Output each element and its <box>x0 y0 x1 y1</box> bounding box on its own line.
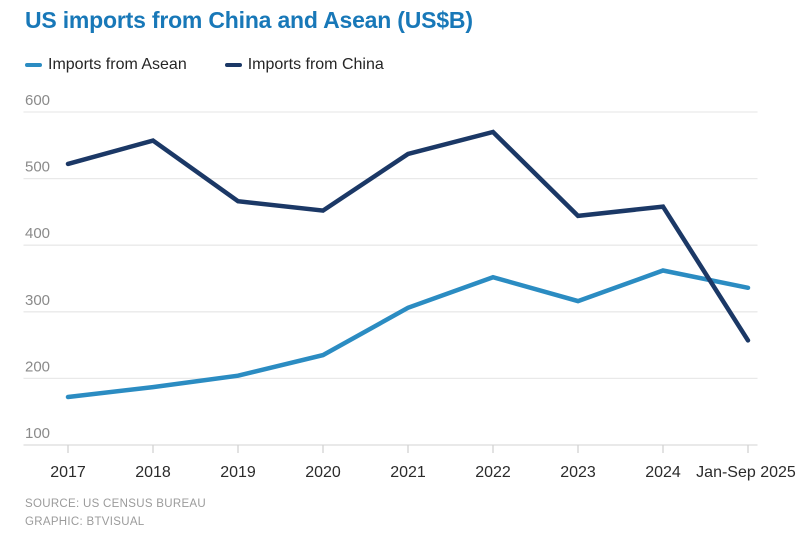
gridlines <box>23 111 758 446</box>
x-tick-label: 2018 <box>135 464 171 481</box>
line-china <box>65 129 751 343</box>
legend-label-china: Imports from China <box>247 56 384 73</box>
y-tick-label: 300 <box>25 292 50 309</box>
china-line-swatch-icon <box>224 62 242 68</box>
x-tick-label: 2023 <box>560 464 596 481</box>
x-axis-ticks <box>67 445 749 453</box>
legend-item-china: Imports from China <box>224 56 384 74</box>
source-credit: SOURCE: US CENSUS BUREAU GRAPHIC: BTVISU… <box>25 495 206 531</box>
x-tick-label: 2019 <box>220 464 256 481</box>
y-axis-labels: 100 200 300 400 500 600 <box>25 92 50 442</box>
data-series-lines <box>65 129 751 400</box>
x-axis-labels: 2017 2018 2019 2020 2021 2022 2023 2024 Jan-Sep … <box>50 464 796 481</box>
line-asean <box>65 268 751 400</box>
source-line: SOURCE: US CENSUS BUREAU <box>25 498 207 510</box>
legend-label-asean: Imports from Asean <box>48 56 187 73</box>
legend: Imports from Asean Imports from China <box>25 56 384 74</box>
x-tick-label: 2021 <box>390 464 426 481</box>
y-tick-label: 600 <box>25 92 50 109</box>
chart-title: US imports from China and Asean (US$B) <box>25 7 473 33</box>
y-tick-label: 500 <box>25 159 50 176</box>
y-tick-label: 200 <box>25 358 50 375</box>
x-tick-label: 2022 <box>475 464 511 481</box>
x-tick-label: 2020 <box>305 464 341 481</box>
x-tick-label: 2017 <box>50 464 86 481</box>
legend-item-asean: Imports from Asean <box>25 56 187 74</box>
graphic-credit-line: GRAPHIC: BTVISUAL <box>25 516 145 528</box>
asean-line-swatch-icon <box>25 62 42 68</box>
x-tick-label: 2024 <box>645 464 681 481</box>
y-tick-label: 100 <box>25 425 50 442</box>
y-tick-label: 400 <box>25 225 50 242</box>
x-tick-label: Jan-Sep 2025 <box>696 464 796 481</box>
